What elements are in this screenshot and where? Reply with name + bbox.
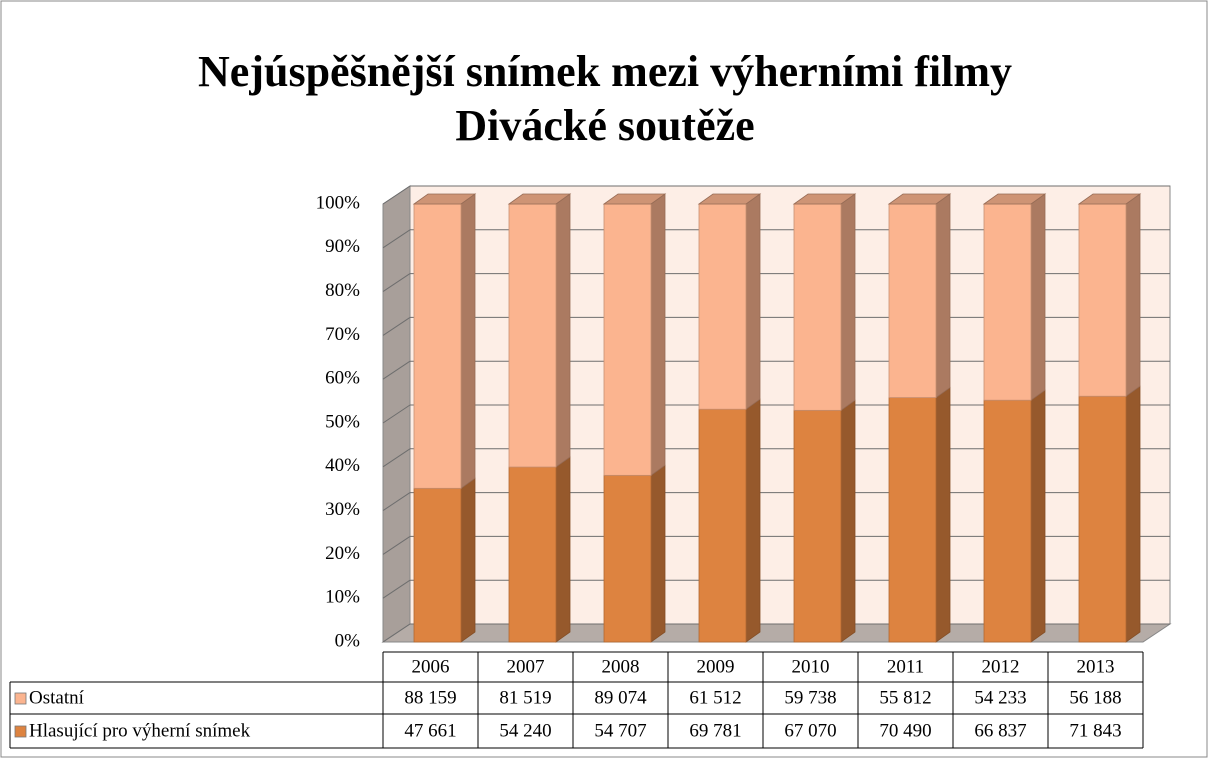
y-tick-label: 70%: [325, 324, 360, 345]
grid-line: [382, 448, 411, 468]
table-value: 54 233: [974, 687, 1026, 708]
table-value: 71 843: [1069, 720, 1121, 741]
x-tick-label: 2011: [887, 656, 924, 677]
bar: [603, 474, 652, 643]
bar: [793, 409, 842, 643]
y-tick-label: 80%: [325, 280, 360, 301]
table-value: 54 707: [594, 720, 646, 741]
bar-side: [460, 477, 476, 643]
legend-label: Hlasující pro výherní snímek: [29, 720, 251, 741]
bar: [793, 203, 842, 411]
bar: [698, 408, 747, 643]
bar-side: [460, 193, 476, 490]
grid-line: [382, 360, 411, 380]
y-tick-label: 10%: [325, 587, 360, 608]
table-value: 88 159: [404, 687, 456, 708]
bar: [508, 203, 557, 468]
bar-top: [602, 193, 667, 205]
bar-side: [555, 456, 571, 643]
bar-side: [840, 399, 856, 643]
grid-line: [382, 273, 411, 293]
bar-side: [745, 398, 761, 643]
bar-top: [1077, 193, 1142, 205]
grid-line: [382, 579, 411, 599]
grid-line: [382, 492, 411, 512]
bar-side: [935, 193, 951, 399]
x-tick-label: 2009: [697, 656, 735, 677]
bar-side: [555, 193, 571, 468]
grid-line: [382, 404, 411, 424]
x-tick-label: 2010: [792, 656, 830, 677]
legend-label: Ostatní: [29, 687, 85, 708]
bar: [413, 487, 462, 643]
chart-title: Divácké soutěže: [455, 101, 754, 150]
bar: [1078, 395, 1127, 643]
bar-top: [887, 193, 952, 205]
y-tick-label: 90%: [325, 236, 360, 257]
legend-key: [14, 725, 27, 738]
table-value: 67 070: [784, 720, 836, 741]
table-value: 55 812: [879, 687, 931, 708]
table-value: 81 519: [499, 687, 551, 708]
bar-side: [935, 386, 951, 643]
x-tick-label: 2013: [1077, 656, 1115, 677]
bar: [888, 203, 937, 398]
bar-side: [1030, 193, 1046, 401]
table-value: 56 188: [1069, 687, 1121, 708]
bar-side: [650, 193, 666, 477]
grid-line: [382, 185, 411, 205]
bar-top: [982, 193, 1047, 205]
y-tick-label: 40%: [325, 455, 360, 476]
grid-line: [382, 316, 411, 336]
y-tick-label: 0%: [335, 630, 361, 651]
bar: [983, 203, 1032, 401]
x-tick-label: 2007: [507, 656, 545, 677]
bar: [508, 466, 557, 643]
bar-top: [507, 193, 572, 205]
table-value: 61 512: [689, 687, 741, 708]
grid-line: [382, 623, 411, 643]
x-tick-label: 2006: [412, 656, 450, 677]
bar: [603, 203, 652, 476]
y-tick-label: 50%: [325, 411, 360, 432]
bar-side: [840, 193, 856, 412]
bar: [983, 399, 1032, 643]
table-value: 66 837: [974, 720, 1026, 741]
y-tick-label: 30%: [325, 499, 360, 520]
grid-line: [382, 229, 411, 249]
bar: [1078, 203, 1127, 397]
x-tick-label: 2012: [982, 656, 1020, 677]
bar-side: [650, 464, 666, 643]
bar: [888, 397, 937, 643]
bar-top: [697, 193, 762, 205]
bar-side: [1125, 385, 1141, 643]
table-value: 89 074: [594, 687, 647, 708]
x-tick-label: 2008: [602, 656, 640, 677]
legend-key: [14, 692, 27, 705]
bar: [413, 203, 462, 489]
chart-title: Nejúspěšnější snímek mezi výherními film…: [198, 47, 1012, 96]
bar-side: [745, 193, 761, 410]
grid-line: [382, 535, 411, 555]
y-tick-label: 100%: [316, 192, 361, 213]
bar-side: [1030, 389, 1046, 643]
table-value: 70 490: [879, 720, 931, 741]
bar: [698, 203, 747, 410]
bar-top: [792, 193, 857, 205]
floor: [381, 623, 1172, 643]
bar-side: [1125, 193, 1141, 397]
y-tick-label: 20%: [325, 543, 360, 564]
bar-top: [412, 193, 477, 205]
table-value: 47 661: [404, 720, 456, 741]
table-value: 69 781: [689, 720, 741, 741]
table-value: 59 738: [784, 687, 836, 708]
table-value: 54 240: [499, 720, 551, 741]
y-tick-label: 60%: [325, 368, 360, 389]
